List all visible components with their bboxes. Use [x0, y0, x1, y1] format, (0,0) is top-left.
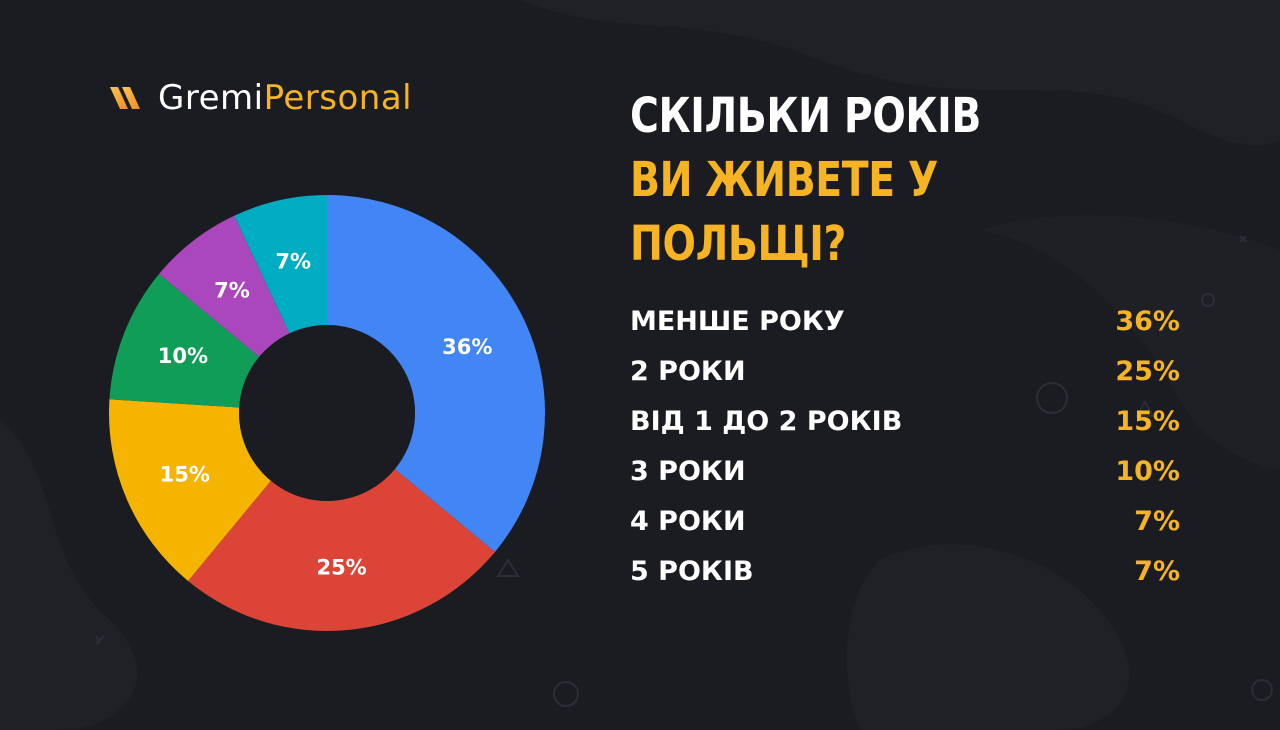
pie-slice — [188, 469, 495, 631]
slice-data-label: 7% — [214, 279, 250, 303]
slice-data-label: 10% — [158, 344, 208, 368]
legend-label: 3 РОКИ — [630, 455, 746, 487]
legend-value: 36% — [1115, 305, 1180, 337]
donut-chart: 36% 25% 15% 10% 7% 7% — [109, 195, 545, 631]
legend-entry: МЕНШЕ РОКУ 36% — [630, 296, 1180, 346]
legend-entry: 2 РОКИ 25% — [630, 346, 1180, 396]
legend-label: 4 РОКИ — [630, 505, 746, 537]
chart-legend: МЕНШЕ РОКУ 36% 2 РОКИ 25% ВІД 1 ДО 2 РОКІВ 15… — [630, 296, 1180, 596]
legend-value: 25% — [1115, 355, 1180, 387]
legend-label: 2 РОКИ — [630, 355, 746, 387]
gremi-logo-icon — [110, 87, 140, 109]
legend-label: ВІД 1 ДО 2 РОКІВ — [630, 405, 903, 437]
legend-value: 10% — [1115, 455, 1180, 487]
page-title: СКІЛЬКИ РОКІВ ВИ ЖИВЕТЕ У ПОЛЬЩІ? — [630, 84, 1163, 276]
slice-data-label: 25% — [316, 555, 366, 579]
pie-slice — [109, 399, 271, 581]
legend-entry: 4 РОКИ 7% — [630, 496, 1180, 546]
slice-data-label: 15% — [160, 463, 210, 487]
legend-label: МЕНШЕ РОКУ — [630, 305, 845, 337]
brand-name-part1: Gremi — [158, 78, 264, 118]
legend-value: 15% — [1115, 405, 1180, 437]
legend-entry: 5 РОКІВ 7% — [630, 546, 1180, 596]
pie-slice — [234, 195, 327, 334]
legend-value: 7% — [1134, 555, 1180, 587]
title-line-2: ВИ ЖИВЕТЕ У ПОЛЬЩІ? — [630, 152, 938, 272]
title-line-1: СКІЛЬКИ РОКІВ — [630, 88, 982, 144]
legend-label: 5 РОКІВ — [630, 555, 754, 587]
pie-slice — [109, 274, 260, 408]
legend-entry: ВІД 1 ДО 2 РОКІВ 15% — [630, 396, 1180, 446]
legend-entry: 3 РОКИ 10% — [630, 446, 1180, 496]
pie-slice — [327, 195, 545, 552]
slice-data-label: 7% — [275, 250, 311, 274]
brand-logo: Gremi Personal — [108, 78, 412, 118]
legend-value: 7% — [1134, 505, 1180, 537]
brand-name-part2: Personal — [263, 78, 413, 118]
donut-hole — [239, 325, 415, 501]
slice-data-label: 36% — [442, 335, 492, 359]
pie-slice — [159, 215, 290, 357]
